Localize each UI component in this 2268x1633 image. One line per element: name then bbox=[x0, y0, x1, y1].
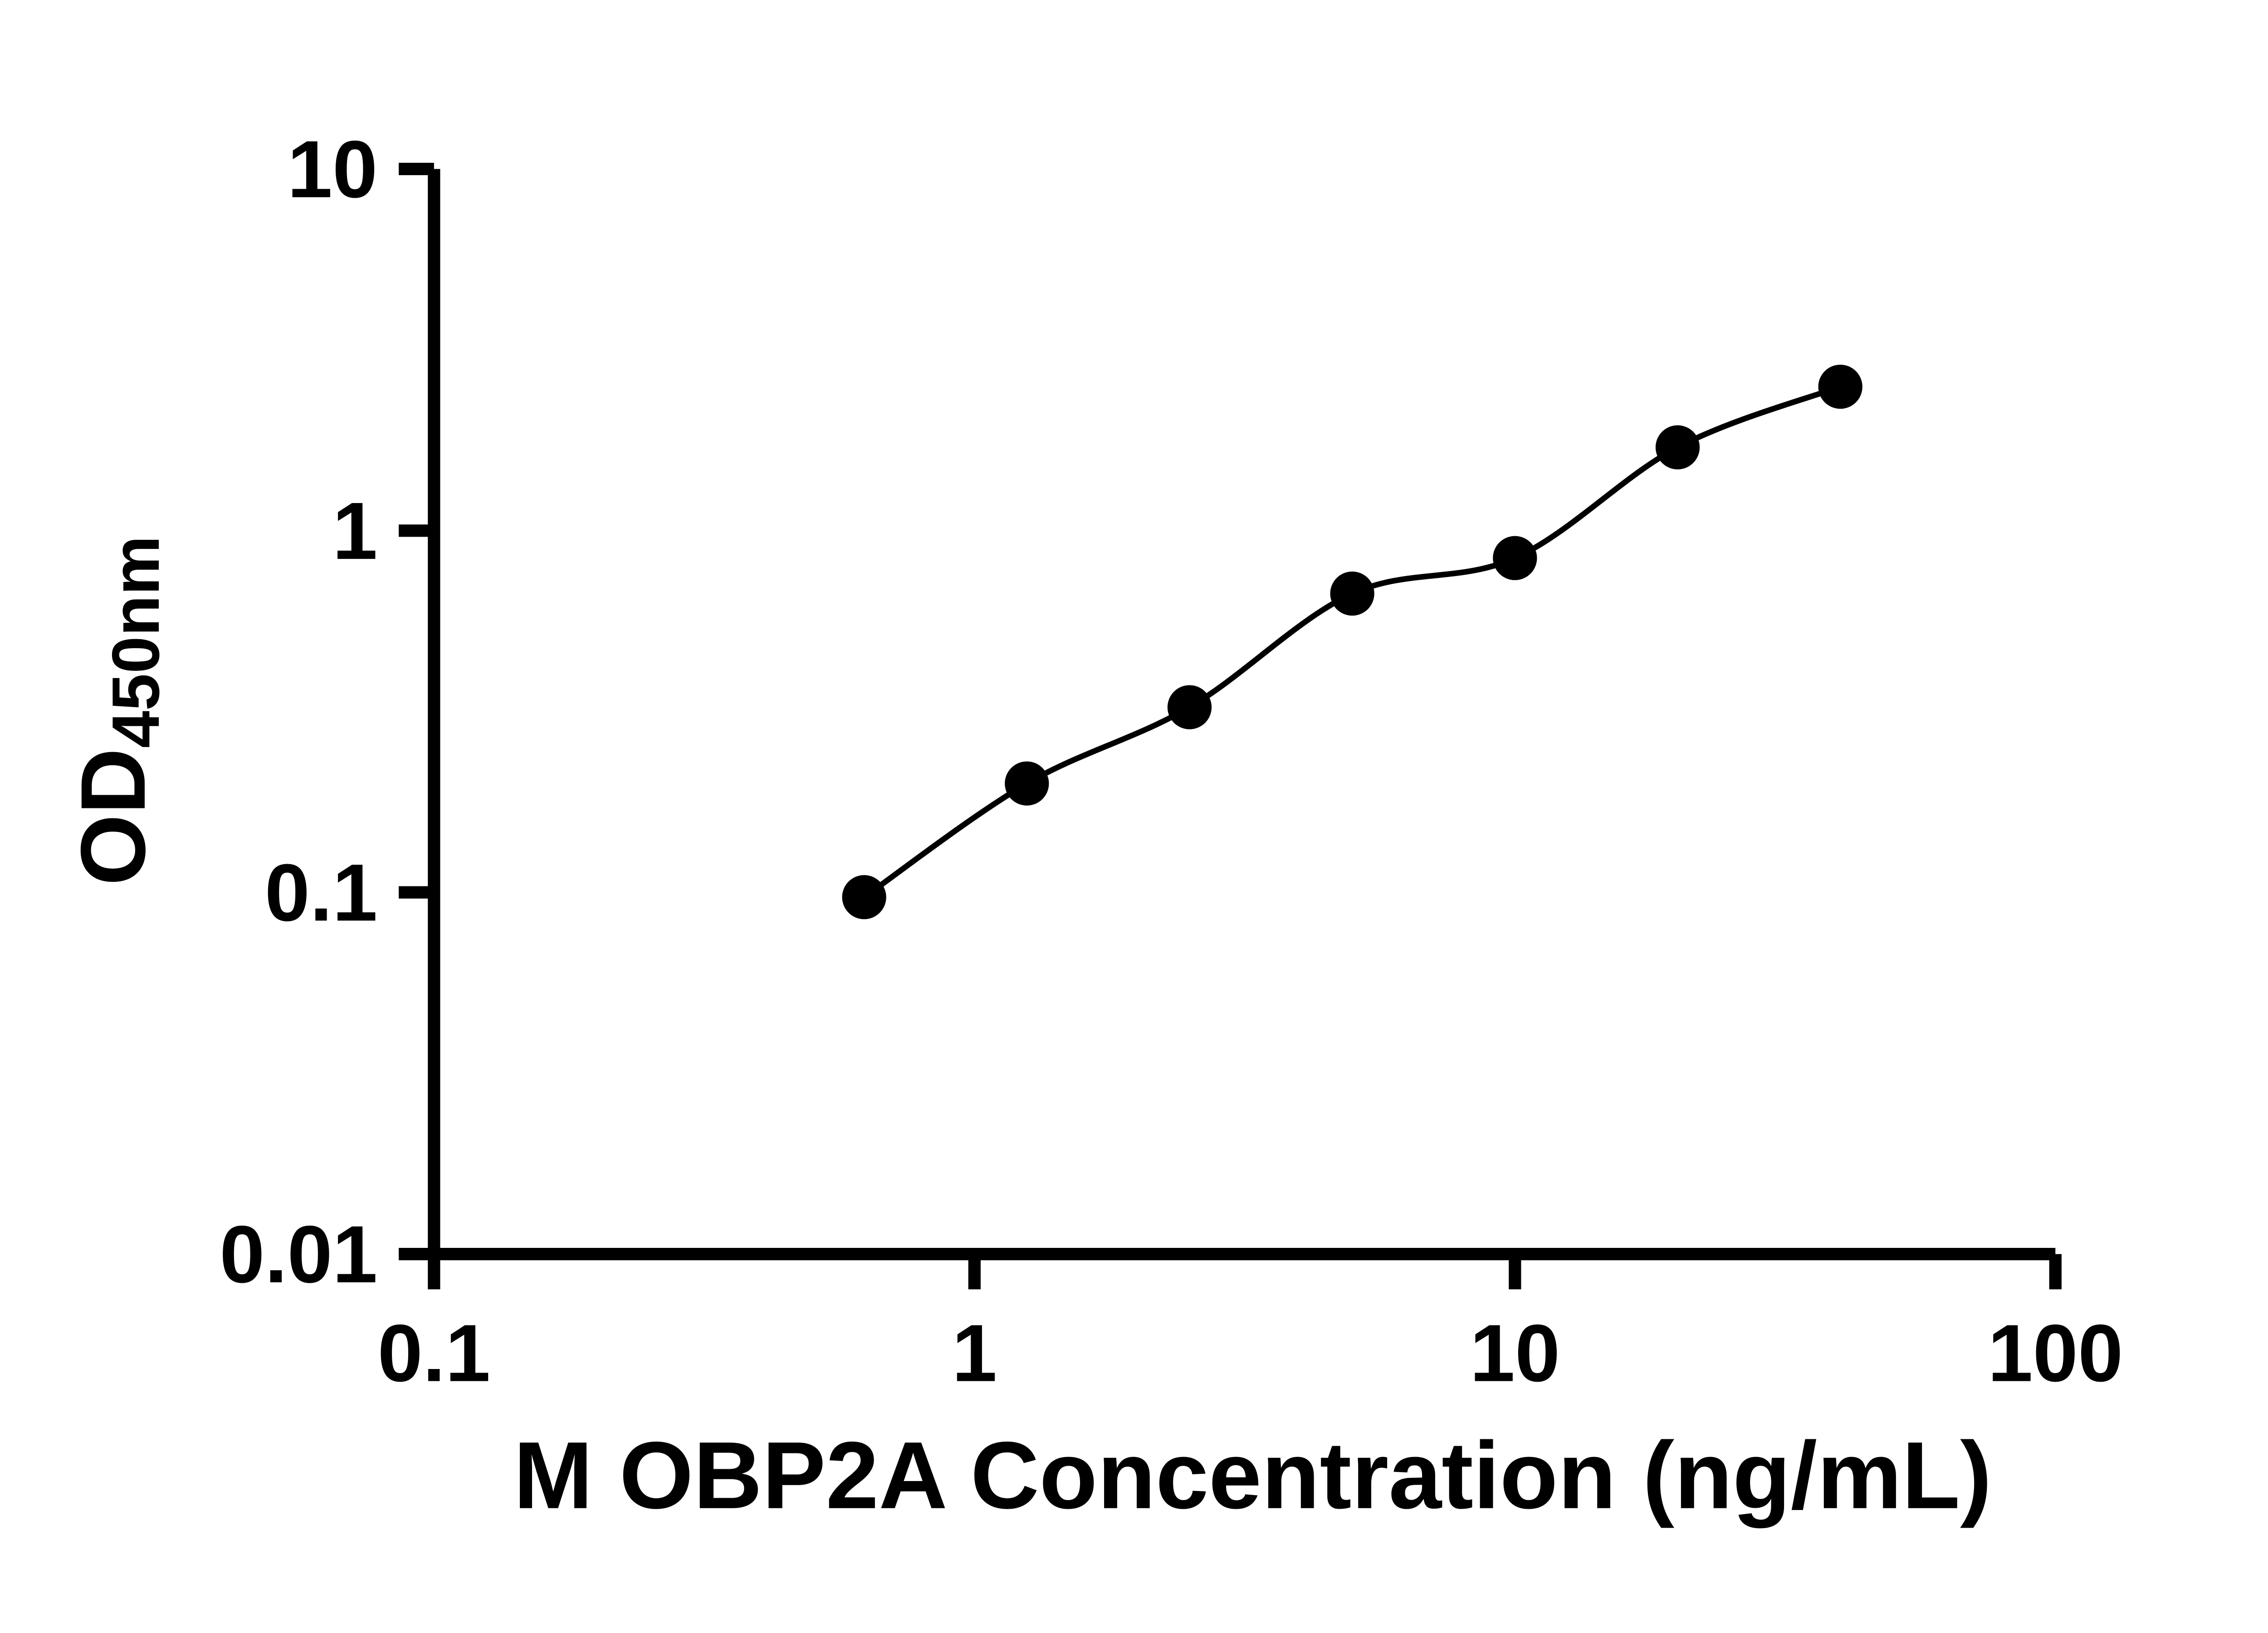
x-tick-label: 0.1 bbox=[377, 1308, 490, 1398]
data-point bbox=[1167, 685, 1212, 729]
axis-lines bbox=[428, 169, 2056, 1261]
y-tick-label: 10 bbox=[287, 124, 377, 215]
y-tick-label: 0.1 bbox=[265, 847, 378, 938]
data-point bbox=[842, 875, 886, 919]
data-points-layer bbox=[842, 364, 1862, 919]
fit-line-layer bbox=[862, 384, 1842, 900]
data-point bbox=[1330, 571, 1374, 616]
y-axis-title-main: OD bbox=[62, 748, 164, 885]
data-point bbox=[1818, 364, 1862, 409]
y-tick-label: 0.01 bbox=[220, 1209, 377, 1300]
data-point bbox=[1655, 425, 1700, 469]
y-axis-title-subscript: 450nm bbox=[98, 536, 173, 748]
data-point bbox=[1493, 536, 1537, 580]
x-tick-label: 1 bbox=[952, 1308, 997, 1398]
x-tick-label: 100 bbox=[1988, 1308, 2123, 1398]
fit-line-path bbox=[862, 384, 1842, 900]
axes-layer bbox=[399, 162, 2062, 1290]
y-axis-title: OD450nm bbox=[62, 536, 173, 886]
x-axis-title: M OBP2A Concentration (ng/mL) bbox=[513, 1422, 1992, 1529]
x-tick-label: 10 bbox=[1470, 1308, 1560, 1398]
y-tick-label: 1 bbox=[332, 485, 378, 576]
data-point bbox=[1005, 761, 1049, 806]
